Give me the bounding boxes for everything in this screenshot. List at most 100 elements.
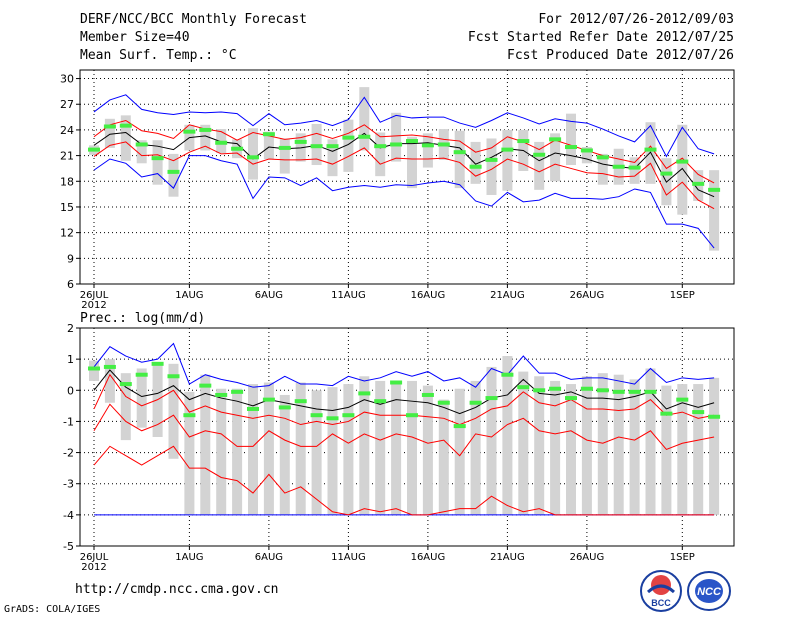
spread-box <box>104 359 115 403</box>
spread-box <box>566 384 576 515</box>
median-marker <box>533 388 546 393</box>
median-marker <box>453 424 466 429</box>
y-tick-label: 15 <box>60 201 74 214</box>
spread-box <box>407 136 417 189</box>
y-tick-label: 18 <box>60 175 74 188</box>
spread-box <box>454 388 465 515</box>
spread-box <box>581 147 592 164</box>
median-marker <box>549 386 562 391</box>
median-marker <box>628 389 641 394</box>
y-tick-label: 9 <box>67 252 74 265</box>
x-tick-label: 1AUG <box>175 290 203 301</box>
y-tick-label: 1 <box>67 353 74 366</box>
median-marker <box>310 413 323 418</box>
median-marker <box>278 145 291 150</box>
spread-box <box>248 384 258 515</box>
median-marker <box>501 372 514 377</box>
max-line <box>93 94 715 158</box>
x-tick-label: 26JUL <box>80 290 109 301</box>
spread-box <box>279 138 290 174</box>
spread-box <box>120 115 131 161</box>
x-tick-label: 1AUG <box>175 552 203 563</box>
median-marker <box>278 405 291 410</box>
median-marker <box>406 413 418 418</box>
member-size: Member Size=40 <box>80 30 190 45</box>
median-marker <box>501 147 514 152</box>
spread-box <box>200 124 211 151</box>
x-tick-label: 26JUL <box>80 552 109 563</box>
p75-line <box>93 119 715 184</box>
p10-line <box>93 445 715 516</box>
median-marker <box>692 181 705 186</box>
spread-box <box>104 118 115 148</box>
spread-box <box>629 157 640 184</box>
median-marker <box>596 388 609 393</box>
spread-box <box>359 376 370 515</box>
spread-box <box>391 112 402 162</box>
y-tick-label: 0 <box>67 384 74 397</box>
median-marker <box>374 144 387 149</box>
median-marker <box>676 397 689 402</box>
median-marker <box>135 372 148 377</box>
spread-box <box>89 360 99 381</box>
spread-box <box>502 129 513 191</box>
spread-box <box>422 133 433 168</box>
spread-box <box>534 141 545 190</box>
spread-box <box>470 141 481 184</box>
median-marker <box>437 142 450 147</box>
median-marker <box>167 374 180 379</box>
spread-box <box>152 140 163 185</box>
spread-box <box>120 373 131 441</box>
spread-box <box>645 368 656 515</box>
spread-box <box>263 382 274 515</box>
spread-box <box>248 128 258 180</box>
x-tick-label: 16AUG <box>411 552 446 563</box>
median-marker <box>262 397 275 402</box>
median-marker <box>453 150 466 155</box>
spread-box <box>136 368 147 428</box>
source-url[interactable]: http://cmdp.ncc.cma.gov.cn <box>75 582 279 597</box>
median-marker <box>660 411 673 416</box>
spread-box <box>232 388 243 515</box>
median-marker <box>644 389 657 394</box>
median-marker <box>326 416 339 421</box>
spread-box <box>279 394 290 515</box>
spread-box <box>613 374 624 515</box>
spread-box <box>677 384 688 515</box>
spread-box <box>422 385 433 515</box>
median-marker <box>183 413 196 418</box>
x-tick-label: 11AUG <box>331 552 366 563</box>
p25-line <box>93 403 715 457</box>
median-marker <box>549 137 562 142</box>
x-tick-label: 6AUG <box>255 552 283 563</box>
spread-box <box>709 377 720 515</box>
ensemble-mean-line <box>93 131 715 198</box>
spread-box <box>184 391 195 515</box>
median-marker <box>262 132 275 137</box>
spread-box <box>438 399 449 515</box>
median-marker <box>406 139 418 144</box>
spread-box <box>391 380 402 515</box>
spread-box <box>566 113 576 166</box>
median-marker <box>421 143 434 148</box>
median-marker <box>580 148 593 153</box>
y-tick-label: 2 <box>67 322 74 335</box>
median-marker <box>708 414 721 419</box>
spread-box <box>136 140 147 164</box>
median-marker <box>358 134 371 139</box>
spread-box <box>693 384 704 515</box>
median-marker <box>342 413 355 418</box>
y-tick-label: -1 <box>63 415 74 428</box>
y-tick-label: 24 <box>60 124 74 137</box>
median-marker <box>708 187 721 192</box>
forecast-period: For 2012/07/26-2012/09/03 <box>538 12 734 27</box>
refer-date: Fcst Started Refer Date 2012/07/25 <box>467 30 734 45</box>
spread-box <box>597 373 608 515</box>
y-tick-label: 6 <box>67 278 74 291</box>
median-marker <box>199 127 212 132</box>
median-marker <box>119 382 132 387</box>
median-marker <box>517 385 530 390</box>
median-marker <box>485 157 498 162</box>
spread-box <box>581 376 592 515</box>
